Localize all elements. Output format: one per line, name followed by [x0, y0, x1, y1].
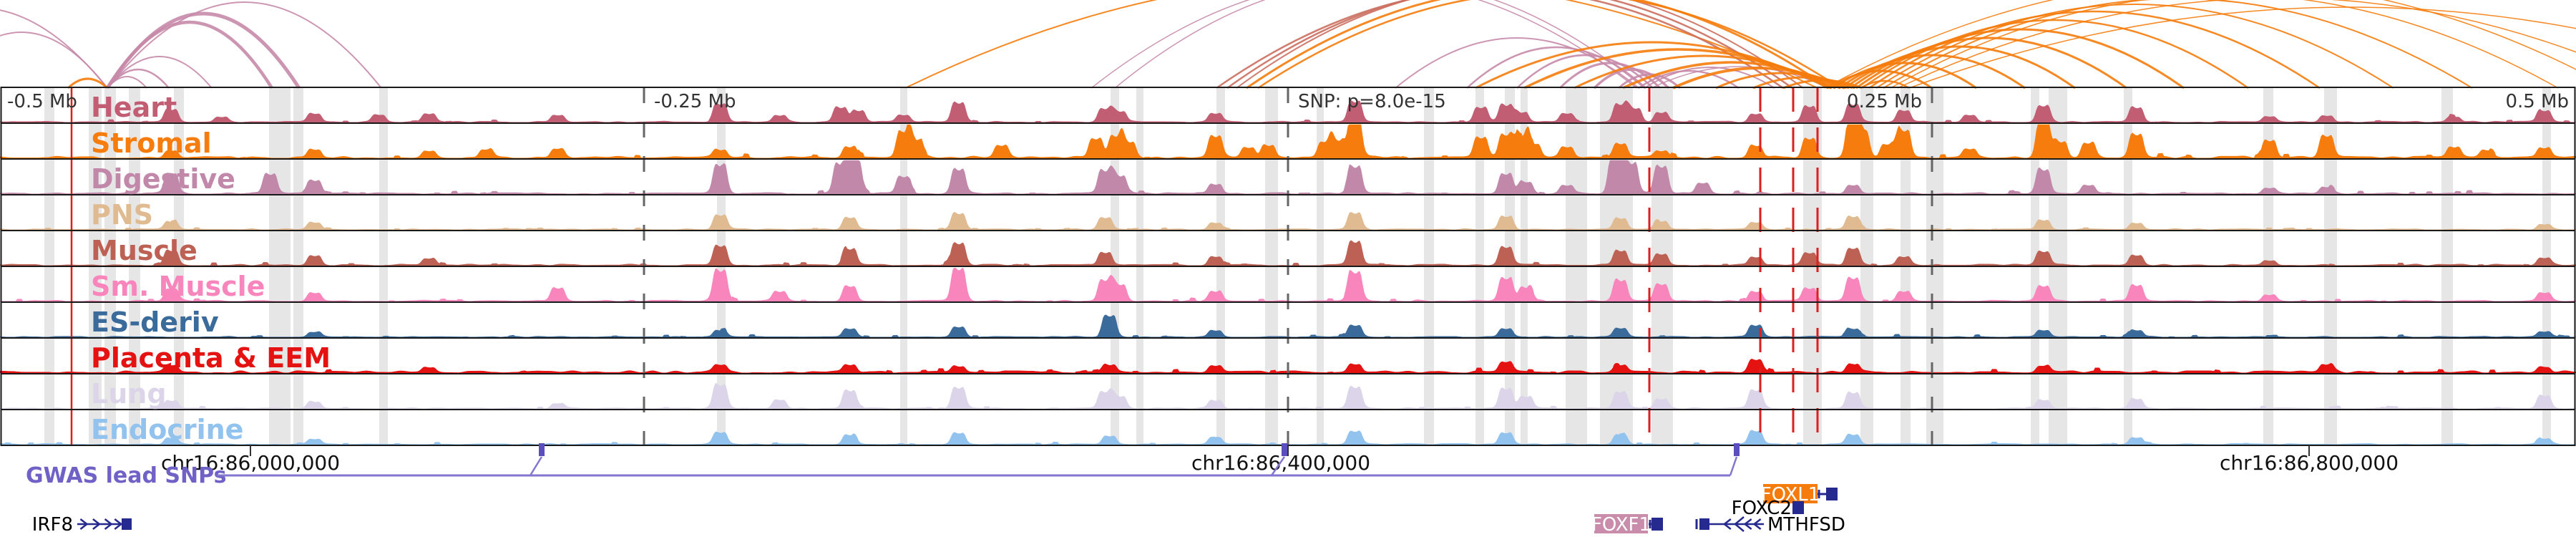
- strand-arrow-left: [1743, 518, 1752, 530]
- ruler-label: -0.25 Mb: [654, 91, 736, 112]
- gene-label: FOXF1: [1591, 514, 1651, 536]
- gwas-lead-snps-label: GWAS lead SNPs: [26, 463, 226, 488]
- interaction-arc: [1516, 54, 1654, 89]
- track-label: ES-deriv: [91, 306, 219, 338]
- interaction-arc: [904, 0, 1818, 89]
- gene-foxc2[interactable]: FOXC2: [1732, 498, 1804, 519]
- coordinate-label: chr16:86,800,000: [2220, 451, 2399, 475]
- interaction-arc: [1824, 0, 2576, 89]
- track-label: Muscle: [91, 235, 197, 266]
- interaction-arc: [1883, 0, 2473, 89]
- interaction-arc: [1875, 4, 2394, 89]
- gene-foxf1[interactable]: FOXF1: [1591, 514, 1663, 536]
- interaction-arc: [1860, 79, 1910, 90]
- gwas-snp-tick[interactable]: [539, 443, 545, 456]
- gene-label: IRF8: [32, 514, 73, 536]
- interaction-arc: [1216, 0, 1784, 90]
- interaction-arc: [1466, 46, 1646, 89]
- interaction-arc: [1844, 45, 2076, 90]
- gene-exon-block: [1792, 501, 1804, 514]
- interaction-arc: [1618, 73, 1681, 90]
- strand-arrow-right: [79, 518, 89, 530]
- track-label: Heart: [91, 92, 177, 123]
- strand-arrow-left: [1752, 518, 1762, 530]
- interaction-arc: [1114, 0, 1645, 89]
- gwas-lead-snps-track: GWAS lead SNPs: [26, 443, 1740, 488]
- interaction-arcs-layer: [0, 0, 2576, 90]
- interaction-arc: [1838, 54, 2026, 90]
- gene-exon-block: [1652, 518, 1663, 531]
- gene-label: FOXL1: [1761, 484, 1820, 505]
- ruler-layer: -0.5 Mb -0.25 Mb SNP: p=8.0e-15 0.25 Mb 0.5 …: [7, 91, 2569, 112]
- interaction-arc: [1593, 68, 1670, 90]
- gene-mthfsd[interactable]: MTHFSD: [1695, 514, 1845, 536]
- gwas-snp-tick[interactable]: [1734, 443, 1740, 456]
- track-label: Lung: [91, 378, 167, 410]
- strand-arrow-left: [1734, 516, 1745, 532]
- interaction-arc: [1890, 0, 2559, 89]
- gene-exon-block: [122, 518, 132, 530]
- track-label: Sm. Muscle: [91, 271, 265, 302]
- strand-arrow-right: [114, 518, 123, 530]
- snp-pvalue-label: SNP: p=8.0e-15: [1298, 91, 1446, 112]
- track-label: Digestive: [91, 163, 235, 195]
- interaction-arc: [1850, 37, 2127, 90]
- gene-exon-block: [1826, 488, 1838, 500]
- coordinate-ruler-layer: chr16:86,000,000chr16:86,400,000chr16:86…: [161, 445, 2399, 475]
- gwas-snp-connector: [529, 456, 543, 476]
- interaction-arc: [1868, 10, 2321, 90]
- interaction-arc: [67, 77, 109, 90]
- gene-highlight-box: [1763, 484, 1818, 503]
- strand-arrow-left: [1722, 518, 1732, 530]
- interaction-arc: [1257, 0, 1841, 90]
- interaction-arc: [1752, 76, 1855, 90]
- track-label: Placenta & EEM: [91, 342, 331, 374]
- interaction-arc: [1908, 6, 2576, 89]
- gene-exon-block: [1699, 518, 1709, 530]
- interaction-arc: [1395, 37, 1639, 89]
- interaction-arc: [1833, 62, 1977, 90]
- signal-heart: [0, 100, 2576, 123]
- interaction-arc: [1091, 0, 1637, 89]
- track-label: Endocrine: [91, 414, 243, 445]
- interaction-arc: [105, 11, 301, 90]
- interaction-arc: [1226, 0, 1793, 90]
- interaction-arc: [1651, 66, 1829, 89]
- gene-label: FOXC2: [1732, 498, 1792, 519]
- interaction-arc: [0, 9, 108, 89]
- coordinate-label: chr16:86,000,000: [161, 451, 340, 475]
- interaction-arc: [107, 56, 213, 89]
- interaction-arc: [1236, 0, 1804, 89]
- track-label: PNS: [91, 199, 153, 231]
- interaction-arc: [107, 1, 382, 89]
- interaction-arc: [1897, 0, 2576, 89]
- strand-arrow-right: [92, 518, 101, 530]
- gene-label: MTHFSD: [1767, 514, 1845, 536]
- interaction-arc: [1246, 0, 1830, 90]
- ruler-label: -0.5 Mb: [7, 91, 77, 112]
- interaction-arc: [1644, 67, 1775, 89]
- gwas-snp-tick[interactable]: [1282, 443, 1287, 456]
- interaction-arc: [1638, 69, 1740, 90]
- gwas-snp-connector: [1729, 456, 1738, 476]
- ruler-label: 0.25 Mb: [1847, 91, 1922, 112]
- track-label: Stromal: [91, 127, 212, 159]
- interaction-arc: [1861, 19, 2249, 90]
- gene-foxl1[interactable]: FOXL1: [1761, 484, 1838, 505]
- track-labels-layer: Heart Stromal Digestive PNS Muscle Sm. Muscle…: [91, 92, 331, 445]
- gene-irf8[interactable]: IRF8: [32, 514, 132, 536]
- gene-highlight-box: [1594, 514, 1648, 533]
- ruler-label: 0.5 Mb: [2505, 91, 2569, 112]
- strand-arrow-right: [104, 518, 113, 530]
- gwas-snp-connector: [1270, 456, 1286, 476]
- track-borders-layer: [0, 87, 2576, 446]
